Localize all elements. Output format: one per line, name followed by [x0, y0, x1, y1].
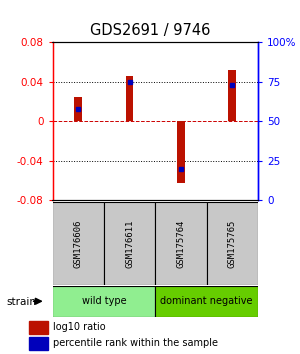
Bar [52, 286, 155, 317]
Bar [155, 202, 207, 285]
Bar [155, 286, 258, 317]
Text: GSM176606: GSM176606 [74, 219, 83, 268]
Bar [126, 76, 134, 121]
Text: GSM176611: GSM176611 [125, 219, 134, 268]
Bar [229, 70, 236, 121]
Text: dominant negative: dominant negative [160, 296, 253, 306]
Text: strain: strain [6, 297, 36, 307]
Text: GSM175765: GSM175765 [228, 219, 237, 268]
Bar [177, 121, 185, 183]
Text: log10 ratio: log10 ratio [53, 322, 105, 332]
Text: percentile rank within the sample: percentile rank within the sample [53, 338, 218, 348]
Bar [52, 202, 104, 285]
Text: GSM175764: GSM175764 [176, 219, 185, 268]
Text: GDS2691 / 9746: GDS2691 / 9746 [90, 23, 210, 38]
Bar [29, 321, 48, 334]
Bar [207, 202, 258, 285]
Bar [74, 97, 82, 121]
Bar [29, 337, 48, 350]
Text: wild type: wild type [82, 296, 126, 306]
Bar [104, 202, 155, 285]
